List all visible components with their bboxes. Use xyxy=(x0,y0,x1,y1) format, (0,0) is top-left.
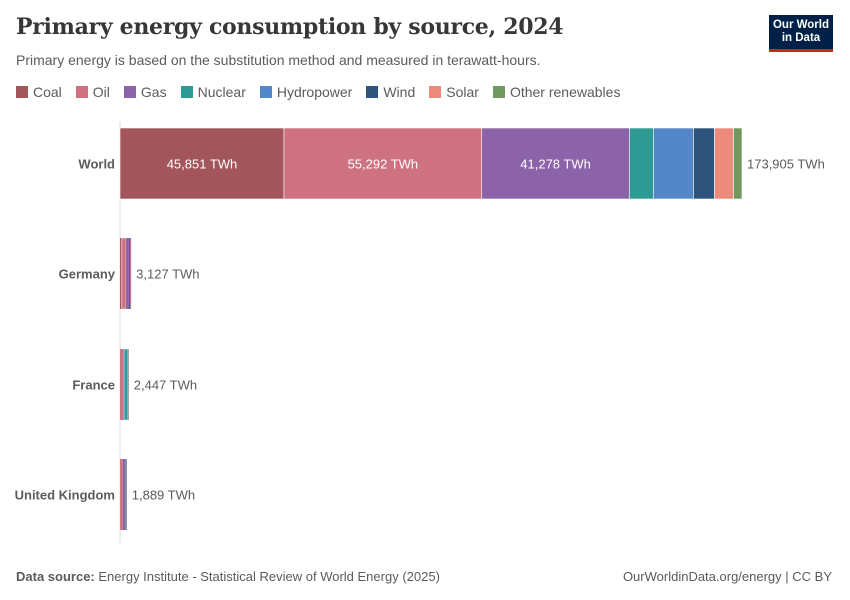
chart-title: Primary energy consumption by source, 20… xyxy=(16,14,564,40)
category-label: France xyxy=(72,378,115,393)
data-source: Data source: Energy Institute - Statisti… xyxy=(16,569,440,584)
bar-segment[interactable] xyxy=(119,127,285,200)
legend-swatch xyxy=(16,86,28,98)
bar-segment[interactable] xyxy=(120,238,122,309)
legend-item[interactable]: Wind xyxy=(366,84,415,100)
bar-segment[interactable] xyxy=(733,127,743,200)
bar-segment[interactable] xyxy=(122,349,125,420)
total-label: 2,447 TWh xyxy=(134,378,197,393)
legend-item[interactable]: Hydropower xyxy=(259,84,353,100)
legend-swatch xyxy=(75,86,88,98)
bar-segment[interactable] xyxy=(481,127,630,200)
bar-segment[interactable] xyxy=(121,237,127,310)
bar-segment[interactable] xyxy=(123,348,128,421)
legend-swatch xyxy=(123,86,136,98)
owid-logo[interactable]: Our World in Data xyxy=(769,15,833,52)
legend-label: Wind xyxy=(383,84,416,100)
category-label: World xyxy=(78,157,115,172)
credit-link[interactable]: OurWorldinData.org/energy | CC BY xyxy=(622,569,832,584)
legend-swatch xyxy=(180,86,193,98)
total-label: 173,905 TWh xyxy=(747,157,825,172)
legend-label: Solar xyxy=(446,84,479,100)
bar-segment[interactable] xyxy=(126,238,129,309)
legend-label: Gas xyxy=(140,84,167,100)
bar-segment[interactable] xyxy=(693,127,715,200)
legend-item[interactable]: Other renewables xyxy=(492,84,621,100)
segment-label: 45,851 TWh xyxy=(167,157,238,172)
bar-segment[interactable] xyxy=(653,127,694,200)
legend: Coal Oil Gas Nuclear Hydropower Wind Solar Othe… xyxy=(16,84,620,100)
bar-segment[interactable] xyxy=(629,127,654,200)
source-label: Data source: xyxy=(16,569,95,584)
legend-swatch xyxy=(259,86,272,98)
bar-segment[interactable] xyxy=(130,238,132,309)
source-text: Energy Institute - Statistical Review of… xyxy=(98,569,440,584)
bar-segment[interactable] xyxy=(120,349,123,420)
bar-segment[interactable] xyxy=(120,459,123,530)
category-label: Germany xyxy=(59,267,116,282)
bar-segment[interactable] xyxy=(122,459,126,530)
legend-swatch xyxy=(429,86,442,98)
legend-item[interactable]: Nuclear xyxy=(180,84,246,100)
legend-label: Nuclear xyxy=(197,84,246,100)
legend-label: Oil xyxy=(92,84,110,100)
legend-item[interactable]: Solar xyxy=(429,84,479,100)
bar-segment[interactable] xyxy=(714,127,734,200)
segment-label: 55,292 TWh xyxy=(348,157,419,172)
total-label: 3,127 TWh xyxy=(136,267,199,282)
legend-item[interactable]: Coal xyxy=(16,84,62,100)
legend-item[interactable]: Gas xyxy=(123,84,167,100)
bar-segment[interactable] xyxy=(125,459,127,530)
legend-swatch xyxy=(492,86,505,98)
legend-label: Hydropower xyxy=(276,84,353,100)
total-label: 1,889 TWh xyxy=(132,488,195,503)
chart-subtitle: Primary energy is based on the substitut… xyxy=(16,52,541,68)
legend-label: Other renewables xyxy=(509,84,621,100)
legend-item[interactable]: Oil xyxy=(75,84,110,100)
segment-label: 41,278 TWh xyxy=(520,157,591,172)
category-label: United Kingdom xyxy=(15,488,115,503)
legend-swatch xyxy=(366,86,379,98)
bar-segment[interactable] xyxy=(129,238,131,309)
legend-label: Coal xyxy=(33,84,62,100)
